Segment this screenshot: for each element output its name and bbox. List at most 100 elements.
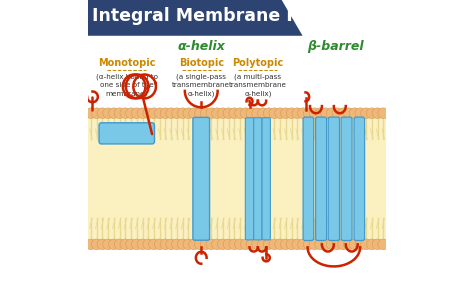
Circle shape [229,108,240,119]
Circle shape [361,108,372,119]
Circle shape [91,108,102,119]
Polygon shape [88,0,302,36]
Circle shape [160,108,171,119]
Text: Monotopic: Monotopic [98,58,155,68]
Circle shape [338,108,348,119]
Circle shape [114,108,125,119]
Circle shape [131,108,142,119]
Circle shape [160,239,171,250]
Circle shape [172,108,182,119]
Circle shape [275,108,285,119]
Circle shape [126,108,137,119]
Circle shape [149,108,159,119]
Circle shape [372,108,383,119]
Text: (α-helix bound to
one side of the
membrane): (α-helix bound to one side of the membra… [96,73,158,97]
Polygon shape [88,113,386,244]
Circle shape [235,108,246,119]
Circle shape [320,108,331,119]
Circle shape [86,239,96,250]
Circle shape [97,239,108,250]
Circle shape [91,239,102,250]
Text: β-barrel: β-barrel [307,40,364,53]
Circle shape [229,239,240,250]
Circle shape [349,239,360,250]
Circle shape [114,239,125,250]
Circle shape [309,108,320,119]
Circle shape [292,108,303,119]
Circle shape [120,239,131,250]
Circle shape [183,239,194,250]
Circle shape [361,239,372,250]
Circle shape [281,239,291,250]
Circle shape [109,108,119,119]
Circle shape [223,108,234,119]
Circle shape [257,239,268,250]
Circle shape [86,108,96,119]
Circle shape [212,239,222,250]
Circle shape [177,239,188,250]
FancyBboxPatch shape [316,117,327,240]
Circle shape [240,108,251,119]
Circle shape [240,239,251,250]
Circle shape [206,239,217,250]
Circle shape [172,239,182,250]
Circle shape [212,108,222,119]
Circle shape [332,108,343,119]
FancyBboxPatch shape [193,117,210,240]
Circle shape [200,108,211,119]
Circle shape [103,108,114,119]
Circle shape [194,239,205,250]
Circle shape [275,239,285,250]
Circle shape [246,239,257,250]
Text: Biotopic: Biotopic [179,58,224,68]
Circle shape [200,239,211,250]
Circle shape [349,108,360,119]
Circle shape [315,108,326,119]
Circle shape [366,108,377,119]
FancyBboxPatch shape [341,117,352,240]
Circle shape [257,108,268,119]
Text: Polytopic: Polytopic [232,58,283,68]
FancyBboxPatch shape [246,118,254,240]
Circle shape [309,239,320,250]
Circle shape [263,239,274,250]
Circle shape [326,108,337,119]
Circle shape [235,239,246,250]
Circle shape [246,108,257,119]
Circle shape [269,108,280,119]
Circle shape [120,108,131,119]
Circle shape [166,239,177,250]
FancyBboxPatch shape [254,118,262,240]
Circle shape [355,239,365,250]
Circle shape [269,239,280,250]
FancyBboxPatch shape [328,117,339,240]
Circle shape [252,108,263,119]
Circle shape [183,108,194,119]
Circle shape [378,239,389,250]
Circle shape [303,108,314,119]
Circle shape [143,239,154,250]
Circle shape [149,239,159,250]
Circle shape [194,108,205,119]
Text: (a multi-pass
transmembrane
α-helix): (a multi-pass transmembrane α-helix) [229,73,287,97]
Circle shape [303,239,314,250]
Circle shape [378,108,389,119]
FancyBboxPatch shape [354,117,365,240]
Circle shape [372,239,383,250]
Circle shape [344,108,354,119]
Circle shape [126,239,137,250]
Circle shape [263,108,274,119]
Circle shape [338,239,348,250]
Circle shape [326,239,337,250]
Circle shape [155,108,165,119]
Circle shape [292,239,303,250]
Circle shape [218,108,228,119]
Circle shape [355,108,365,119]
Circle shape [137,108,148,119]
Text: Integral Membrane Proteins: Integral Membrane Proteins [92,7,369,25]
Circle shape [320,239,331,250]
Text: α-helix: α-helix [177,40,225,53]
Circle shape [286,108,297,119]
Circle shape [252,239,263,250]
Circle shape [332,239,343,250]
